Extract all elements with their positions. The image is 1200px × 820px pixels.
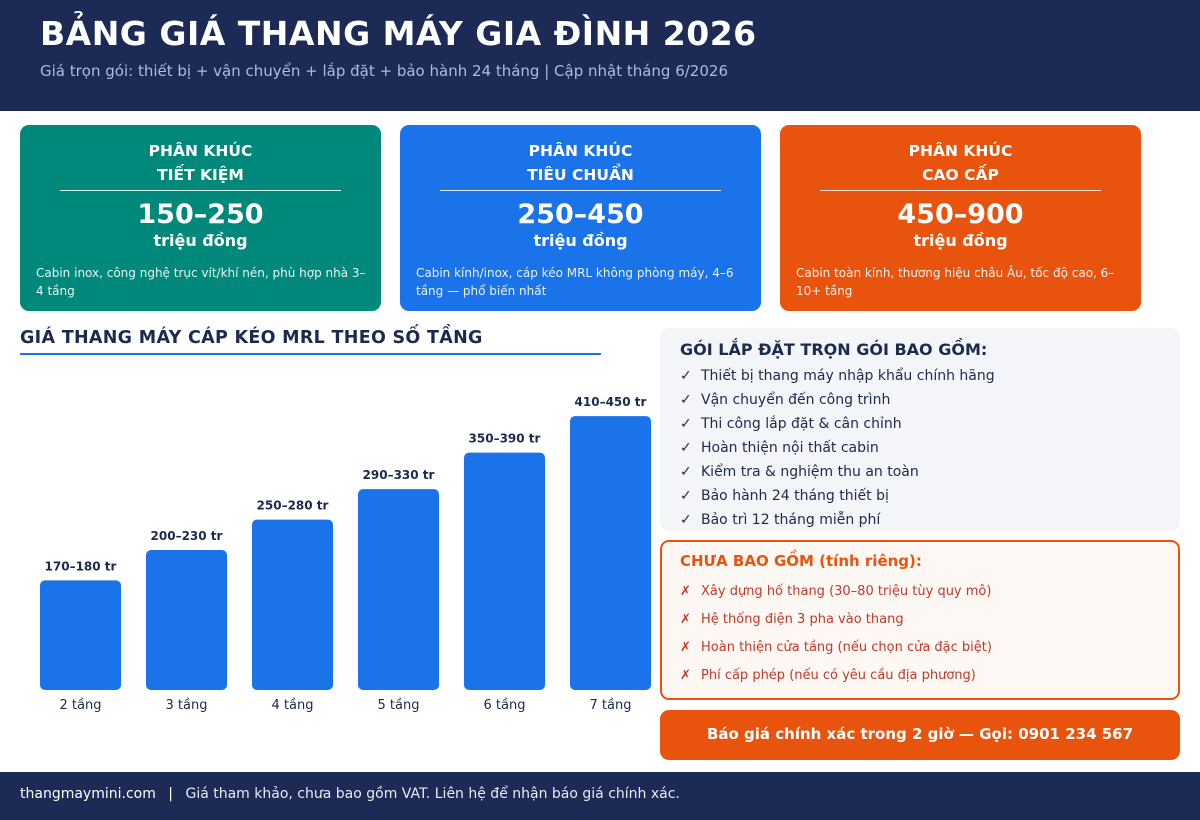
chart-data-label: 410–450 tr [575,395,647,409]
excluded-item-text: Hệ thống điện 3 pha vào thang [701,612,904,627]
segment-divider [60,190,341,191]
chart-bar [40,580,121,690]
segment-card-standard: PHÂN KHÚC TIÊU CHUẨN 250–450 triệu đồng … [400,125,761,311]
chart-data-label: 350–390 tr [469,432,541,446]
check-icon: ✓ [680,440,692,456]
included-item-text: Bảo hành 24 tháng thiết bị [701,488,889,504]
chart-data-label: 200–230 tr [151,529,223,543]
chart-tick-label: 5 tầng [378,698,420,713]
cross-icon: ✗ [680,612,691,627]
segment-name-line2: CAO CẤP [922,166,999,184]
excluded-item: ✗ Hoàn thiện cửa tầng (nếu chọn cửa đặc b… [680,634,992,662]
bar-chart: 170–180 tr 2 tầng 200–230 tr 3 tầng 250–280 … [40,395,651,713]
excluded-panel: CHƯA BAO GỒM (tính riêng): ✗ Xây dựng hố … [660,540,1180,700]
chart-tick-label: 3 tầng [166,698,208,713]
chart-tick-label: 2 tầng [60,698,102,713]
segment-name-line1: PHÂN KHÚC [528,142,633,160]
chart-bar [358,489,439,690]
included-item: ✓ Thi công lắp đặt & cân chỉnh [680,412,995,436]
segment-name-line1: PHÂN KHÚC [908,142,1013,160]
excluded-list: ✗ Xây dựng hố thang (30–80 triệu tùy quy … [680,578,992,690]
included-item: ✓ Kiểm tra & nghiệm thu an toàn [680,460,995,484]
check-icon: ✓ [680,488,692,504]
footer-site[interactable]: thangmaymini.com [20,786,156,802]
segment-price-range: 150–250 [137,199,264,230]
segment-name-line1: PHÂN KHÚC [148,142,253,160]
chart-bar [464,452,545,690]
quote-call-button[interactable]: Báo giá chính xác trong 2 giờ — Gọi: 090… [660,710,1180,760]
included-item: ✓ Bảo hành 24 tháng thiết bị [680,484,995,508]
check-icon: ✓ [680,368,692,384]
header: BẢNG GIÁ THANG MÁY GIA ĐÌNH 2026 Giá trọ… [0,0,1200,111]
included-item: ✓ Bảo trì 12 tháng miễn phí [680,508,995,532]
excluded-item: ✗ Xây dựng hố thang (30–80 triệu tùy quy … [680,578,992,606]
included-item: ✓ Thiết bị thang máy nhập khẩu chính hãng [680,364,995,388]
segment-price-range: 450–900 [897,199,1024,230]
chart-title-underline [20,353,601,355]
chart-title: GIÁ THANG MÁY CÁP KÉO MRL THEO SỐ TẦNG [20,328,483,348]
footer: thangmaymini.com | Giá tham khảo, chưa b… [0,772,1200,820]
chart-data-label: 170–180 tr [45,559,117,573]
excluded-item: ✗ Phí cấp phép (nếu có yêu cầu địa phương… [680,662,992,690]
segment-price-range: 250–450 [517,199,644,230]
segment-price-unit: triệu đồng [913,231,1008,250]
chart-tick-label: 6 tầng [484,698,526,713]
check-icon: ✓ [680,464,692,480]
segment-card-premium: PHÂN KHÚC CAO CẤP 450–900 triệu đồng Cab… [780,125,1141,311]
segment-name-line2: TIÊU CHUẨN [527,166,634,184]
excluded-item-text: Xây dựng hố thang (30–80 triệu tùy quy m… [701,584,992,599]
segment-name: PHÂN KHÚC CAO CẤP [780,139,1141,187]
chart-bar [570,416,651,690]
check-icon: ✓ [680,392,692,408]
chart-bar [252,519,333,690]
included-panel: GÓI LẮP ĐẶT TRỌN GÓI BAO GỒM: ✓ Thiết bị … [660,328,1180,531]
chart-data-label: 290–330 tr [363,468,435,482]
excluded-item-text: Hoàn thiện cửa tầng (nếu chọn cửa đặc bi… [701,640,992,655]
cross-icon: ✗ [680,668,691,683]
page-subtitle: Giá trọn gói: thiết bị + vận chuyển + lắ… [40,62,728,80]
chart-data-label: 250–280 tr [257,499,329,513]
included-item: ✓ Hoàn thiện nội thất cabin [680,436,995,460]
excluded-item: ✗ Hệ thống điện 3 pha vào thang [680,606,992,634]
included-item-text: Kiểm tra & nghiệm thu an toàn [701,464,919,480]
check-icon: ✓ [680,416,692,432]
segment-price-unit: triệu đồng [153,231,248,250]
segment-description: Cabin inox, công nghệ trục vít/khí nén, … [36,266,366,298]
included-item: ✓ Vận chuyển đến công trình [680,388,995,412]
included-item-text: Thiết bị thang máy nhập khẩu chính hãng [701,368,995,384]
included-title: GÓI LẮP ĐẶT TRỌN GÓI BAO GỒM: [680,340,988,359]
segment-card-economy: PHÂN KHÚC TIẾT KIỆM 150–250 triệu đồng C… [20,125,381,311]
excluded-item-text: Phí cấp phép (nếu có yêu cầu địa phương) [701,668,976,683]
segment-description: Cabin kính/inox, cáp kéo MRL không phòng… [416,266,734,298]
segment-price-unit: triệu đồng [533,231,628,250]
included-list: ✓ Thiết bị thang máy nhập khẩu chính hãng… [680,364,995,532]
segment-description: Cabin toàn kính, thương hiệu châu Âu, tố… [796,266,1115,298]
chart-tick-label: 7 tầng [590,698,632,713]
included-item-text: Hoàn thiện nội thất cabin [701,440,879,456]
chart-tick-label: 4 tầng [272,698,314,713]
cross-icon: ✗ [680,584,691,599]
chart-bar [146,550,227,690]
segment-name: PHÂN KHÚC TIÊU CHUẨN [400,139,761,187]
cross-icon: ✗ [680,640,691,655]
segment-name-line2: TIẾT KIỆM [157,166,244,184]
segment-divider [440,190,721,191]
segment-divider [820,190,1101,191]
included-item-text: Thi công lắp đặt & cân chỉnh [701,416,902,432]
included-item-text: Vận chuyển đến công trình [701,392,891,408]
included-item-text: Bảo trì 12 tháng miễn phí [701,512,881,528]
check-icon: ✓ [680,512,692,528]
segment-name: PHÂN KHÚC TIẾT KIỆM [20,139,381,187]
footer-note: Giá tham khảo, chưa bao gồm VAT. Liên hệ… [185,786,680,802]
excluded-title: CHƯA BAO GỒM (tính riêng): [680,552,922,570]
page-title: BẢNG GIÁ THANG MÁY GIA ĐÌNH 2026 [40,14,757,53]
footer-separator: | [168,786,174,802]
